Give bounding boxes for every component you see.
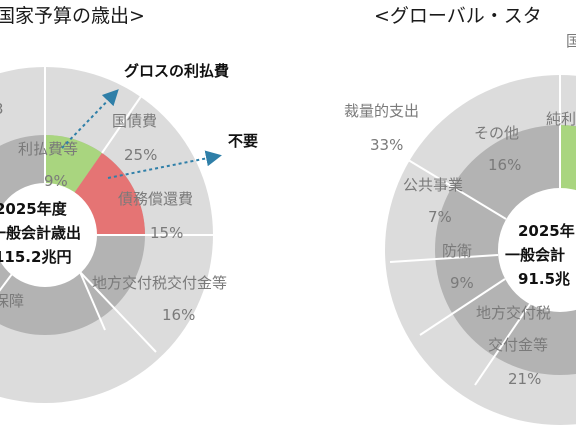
left-label-debt-pct: 15% [150,224,183,242]
left-label-kokusaihi: 国債費 [112,112,157,130]
left-label-interest: 利払費等 [18,140,78,158]
right-center-line-1: 2025年 [518,222,575,240]
left-center-line-1: 2025年度 [0,200,68,218]
left-label-local-pct: 16% [162,306,195,324]
right-center-line-2: 一般会計 [505,246,565,264]
right-donut-chart [385,75,576,425]
arrow-unnecessary [107,150,222,179]
left-label-social-partial: 保障 [0,292,24,310]
right-label-local-line2: 交付金等 [488,336,548,354]
right-center-hole [498,188,576,312]
right-center-line-3: 91.5兆 [518,270,570,288]
left-center-line-3: 115.2兆円 [0,248,71,266]
right-label-local-line1: 地方交付税 [476,304,551,322]
right-label-defense-pct: 9% [450,274,474,292]
right-label-defense: 防衛 [442,242,472,260]
left-donut-chart [0,67,213,403]
right-label-other: その他 [474,124,519,142]
left-chart-title: 国家予算の歳出> [0,5,145,27]
left-label-edge-partial: 3 [0,100,4,118]
left-label-debt: 債務償還費 [118,190,193,208]
right-label-public-works: 公共事業 [403,176,463,194]
right-label-net-interest-partial: 純利 [546,110,576,128]
right-label-local-pct: 21% [508,370,541,388]
right-label-discretionary-pct: 33% [370,136,403,154]
right-label-public-works-pct: 7% [428,208,452,226]
left-label-interest-pct: 9% [44,172,68,190]
right-label-discretionary: 裁量的支出 [344,102,419,120]
left-center-line-2: 一般会計歳出 [0,224,81,242]
arrow-gross-interest [61,89,119,149]
right-label-top-partial: 国 [566,32,576,50]
left-dividers [0,67,213,353]
right-chart-title: <グローバル・スタ [374,5,542,27]
left-label-kokusaihi-pct: 25% [124,146,157,164]
annotation-gross-interest: グロスの利払費 [124,62,229,80]
right-label-other-pct: 16% [488,156,521,174]
annotation-unnecessary: 不要 [228,132,258,150]
right-dividers [389,75,561,386]
left-label-local: 地方交付税交付金等 [92,274,227,292]
